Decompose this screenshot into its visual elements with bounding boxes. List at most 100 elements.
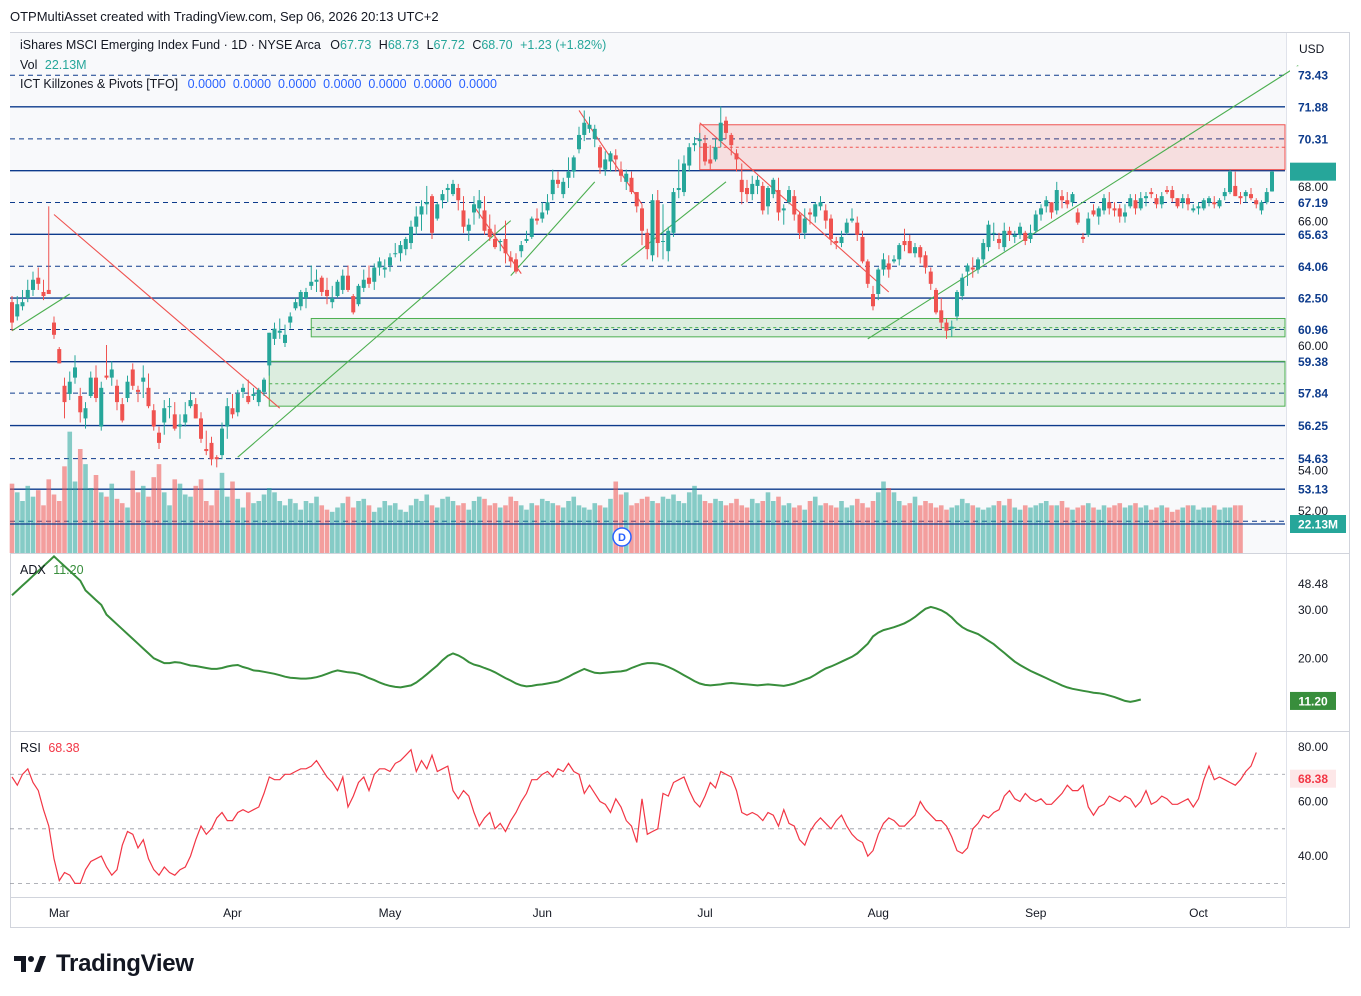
candle-body	[125, 381, 130, 399]
volume-bar	[938, 505, 944, 553]
candle-body	[503, 238, 508, 254]
price-axis-layer: 73.4371.8870.3168.7567.1965.6364.0662.50…	[1290, 66, 1346, 863]
volume-bar	[109, 483, 115, 553]
volume-bar	[592, 503, 598, 553]
adx-legend[interactable]: ADX 11.20	[20, 563, 84, 577]
volume-bar	[88, 488, 94, 553]
volume-bar	[72, 481, 78, 553]
volume-bar	[954, 505, 960, 553]
volume-bar	[713, 498, 718, 553]
rsi-legend[interactable]: RSI 68.38	[20, 741, 80, 755]
volume-bar	[881, 481, 886, 553]
volume-bar	[377, 507, 382, 553]
chart-credit: OTPMultiAsset created with TradingView.c…	[10, 9, 439, 24]
volume-bar	[408, 505, 414, 553]
volume-bar	[487, 505, 493, 553]
price-tick-label: 52.00	[1298, 504, 1328, 518]
volume-bar	[986, 507, 991, 553]
vol-value: 22.13M	[44, 58, 87, 72]
volume-bar	[1206, 507, 1212, 553]
volume-bar	[167, 505, 172, 553]
volume-bar	[1238, 505, 1243, 553]
volume-bar	[1133, 503, 1138, 553]
volume-legend[interactable]: Vol 22.13M	[20, 58, 87, 72]
candle-body	[162, 408, 167, 423]
volume-bar	[1169, 511, 1175, 553]
volume-bar	[1138, 507, 1144, 553]
tradingview-logo[interactable]: TradingView	[14, 950, 194, 978]
candle-body	[703, 143, 707, 162]
volume-bar	[734, 498, 739, 553]
volume-bar	[1059, 501, 1065, 553]
volume-bar	[786, 503, 792, 553]
green-trendline	[11, 293, 71, 332]
level-label: 70.31	[1298, 132, 1328, 146]
volume-bar	[566, 501, 571, 553]
candle-body	[1196, 206, 1201, 209]
candle-body	[382, 267, 387, 270]
candle-body	[1075, 212, 1080, 223]
volume-layer	[9, 431, 1285, 553]
currency-label[interactable]: USD	[1299, 42, 1325, 56]
candle-body	[598, 147, 602, 168]
volume-bar	[235, 498, 241, 553]
tradingview-logo-icon	[14, 956, 46, 972]
volume-bar	[634, 503, 640, 553]
volume-bar	[35, 490, 41, 553]
volume-bar	[119, 503, 125, 553]
candle-body	[424, 202, 429, 205]
candle-body	[1033, 214, 1038, 231]
ict-legend[interactable]: ICT Killzones & Pivots [TFO] 0.0000 0.00…	[20, 77, 497, 91]
volume-bar	[587, 509, 592, 553]
volume-bar	[1196, 509, 1201, 553]
candle-body	[708, 159, 713, 164]
candle-body	[1165, 190, 1169, 193]
candle-body	[1028, 232, 1033, 239]
candle-body	[981, 243, 986, 260]
price-tick-label: 66.00	[1298, 215, 1328, 229]
close-value: 68.70	[481, 38, 513, 52]
open-label: O	[330, 38, 341, 52]
candle-body	[262, 379, 266, 392]
volume-bar	[571, 496, 577, 553]
candle-body	[1243, 192, 1248, 197]
candles-layer	[10, 106, 1274, 468]
volume-bar	[539, 498, 545, 553]
volume-bar	[251, 503, 256, 553]
candle-body	[540, 212, 545, 219]
candle-body	[902, 241, 907, 246]
candle-body	[1254, 200, 1259, 205]
candle-body	[20, 302, 25, 307]
volume-bar	[865, 507, 871, 553]
level-label: 65.63	[1298, 228, 1328, 242]
candle-body	[949, 326, 954, 329]
volume-bar	[1091, 507, 1096, 553]
candle-body	[1096, 208, 1101, 217]
candle-body	[860, 236, 865, 262]
candle-body	[1007, 230, 1012, 235]
volume-tag-bg	[1290, 515, 1346, 533]
price-tick-label: 60.00	[1298, 339, 1328, 353]
candle-body	[225, 406, 230, 427]
candle-body	[167, 406, 172, 408]
candle-body	[293, 302, 298, 309]
volume-bar	[156, 464, 162, 553]
volume-bar	[429, 505, 435, 553]
adx-tick-label: 30.00	[1298, 603, 1328, 617]
volume-bar	[760, 501, 766, 553]
volume-bar	[602, 507, 608, 553]
candle-body	[823, 210, 828, 221]
volume-bar	[917, 505, 923, 553]
candle-body	[986, 224, 991, 248]
candle-body	[724, 120, 728, 133]
candle-body	[687, 147, 692, 166]
candle-body	[629, 177, 634, 193]
volume-bar	[366, 505, 372, 553]
candle-body	[997, 238, 1001, 244]
candle-body	[661, 241, 665, 242]
volume-bar	[791, 507, 797, 553]
dividend-marker[interactable]: D	[612, 527, 632, 547]
symbol-name[interactable]: iShares MSCI Emerging Index Fund · 1D · …	[20, 38, 321, 52]
candle-body	[36, 277, 41, 284]
